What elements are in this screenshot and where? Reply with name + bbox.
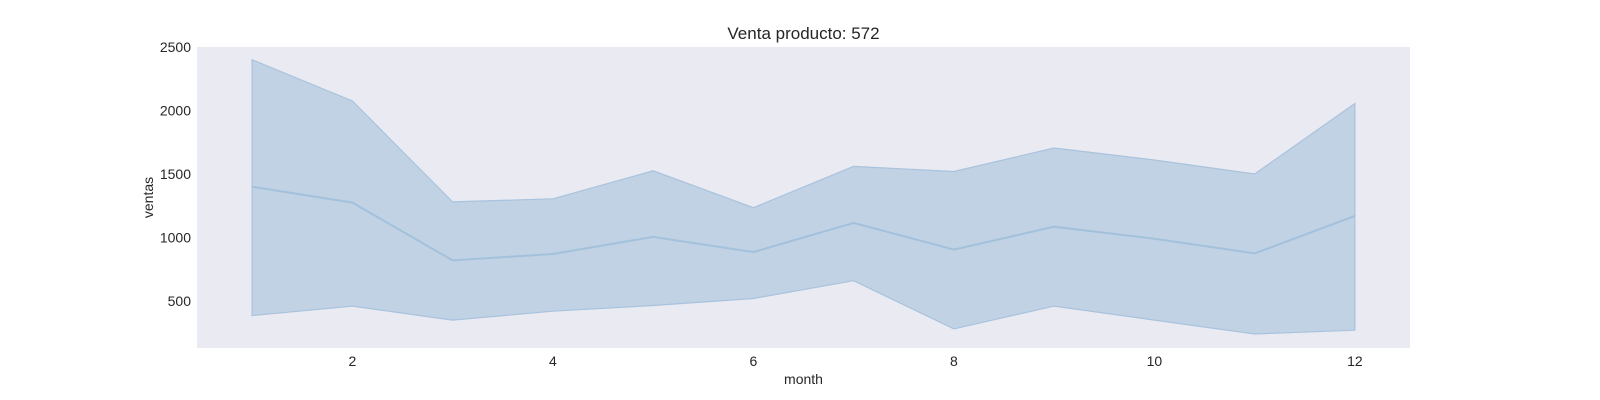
- y-tick-label: 1500: [160, 166, 191, 182]
- x-tick-label: 4: [549, 353, 557, 369]
- x-tick-label: 12: [1347, 353, 1363, 369]
- chart-title: Venta producto: 572: [727, 24, 879, 43]
- y-tick-label: 500: [168, 293, 192, 309]
- x-tick-label: 8: [950, 353, 958, 369]
- confidence-band-layer: [251, 58, 1356, 335]
- y-axis-title: ventas: [140, 177, 156, 218]
- confidence-band-0: [251, 58, 1356, 335]
- y-tick-label: 2000: [160, 103, 191, 119]
- y-tick-label: 2500: [160, 39, 191, 55]
- x-tick-label: 6: [749, 353, 757, 369]
- x-axis-title: month: [784, 371, 823, 387]
- y-tick-label: 1000: [160, 230, 191, 246]
- x-tick-label: 10: [1147, 353, 1163, 369]
- x-tick-labels: 2 4 6 8 10 12: [348, 353, 1362, 369]
- series-line-0: [251, 185, 1356, 262]
- x-tick-label: 2: [348, 353, 356, 369]
- series-line-layer: [251, 185, 1356, 262]
- y-tick-labels: 500 1000 1500 2000 2500: [160, 39, 191, 309]
